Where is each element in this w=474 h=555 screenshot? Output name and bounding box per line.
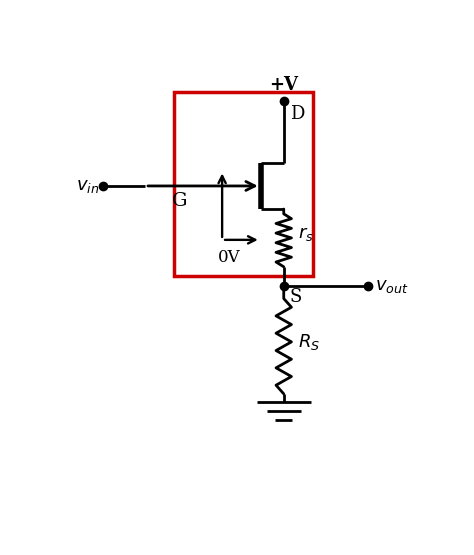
Text: $R_S$: $R_S$ xyxy=(298,332,319,352)
Text: G: G xyxy=(172,192,188,210)
Text: +V: +V xyxy=(269,75,298,94)
Text: 0V: 0V xyxy=(219,249,241,266)
Text: D: D xyxy=(290,105,304,123)
Text: $v_{in}$: $v_{in}$ xyxy=(76,177,99,195)
Bar xyxy=(174,92,313,276)
Text: $r_s$: $r_s$ xyxy=(298,225,313,243)
Text: $v_{out}$: $v_{out}$ xyxy=(374,277,408,295)
Text: S: S xyxy=(290,287,302,306)
